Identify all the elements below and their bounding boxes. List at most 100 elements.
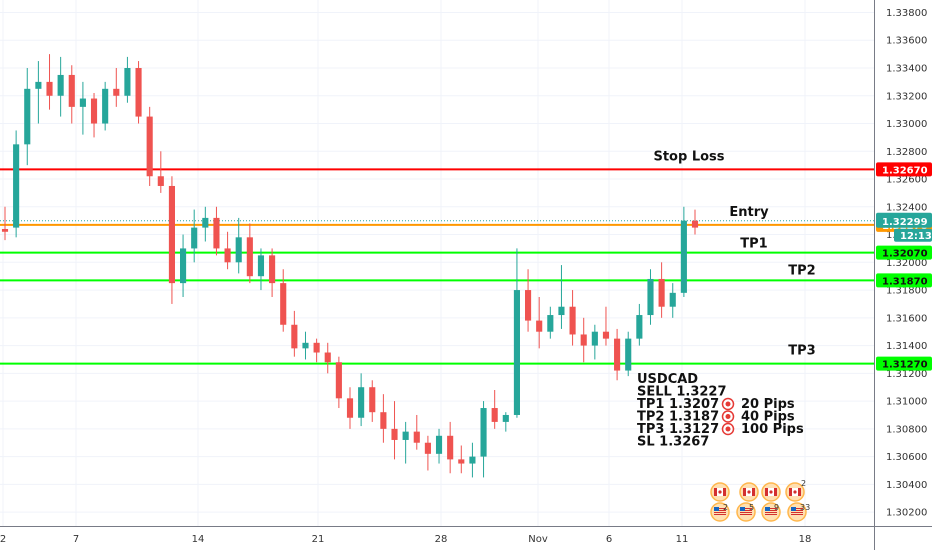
candle[interactable] xyxy=(525,269,532,332)
candle[interactable] xyxy=(358,373,365,427)
price-tag: 1.32070 xyxy=(876,245,932,260)
candle[interactable] xyxy=(246,223,253,284)
candle[interactable] xyxy=(102,81,109,131)
candle[interactable] xyxy=(513,248,520,418)
event-count: 5 xyxy=(749,503,754,512)
canada-flag-icon[interactable] xyxy=(761,482,781,502)
candle-body xyxy=(480,408,487,457)
canada-flag-icon[interactable] xyxy=(710,482,730,502)
y-tick-label: 1.32400 xyxy=(886,202,927,213)
y-tick-label: 1.33000 xyxy=(886,119,927,130)
candle[interactable] xyxy=(168,176,175,304)
candle[interactable] xyxy=(647,269,654,325)
candle-body xyxy=(168,185,175,284)
flag-canton xyxy=(765,507,770,511)
candle[interactable] xyxy=(57,56,64,117)
candle[interactable] xyxy=(480,401,487,478)
candle[interactable] xyxy=(1,206,9,241)
candle[interactable] xyxy=(124,56,131,103)
candle[interactable] xyxy=(658,262,665,318)
us-flag-icon[interactable]: 2 xyxy=(710,502,730,522)
candle[interactable] xyxy=(591,324,598,360)
candle[interactable] xyxy=(35,61,42,124)
us-flag-icon[interactable]: 9 xyxy=(761,502,781,522)
candle[interactable] xyxy=(180,234,187,298)
candle[interactable] xyxy=(213,206,220,256)
candle[interactable] xyxy=(24,68,31,166)
candle[interactable] xyxy=(269,248,276,298)
candle[interactable] xyxy=(458,445,465,474)
us-flag-icon[interactable]: 33 xyxy=(787,502,810,522)
candle[interactable] xyxy=(280,269,287,332)
candle[interactable] xyxy=(669,283,676,318)
candle[interactable] xyxy=(235,217,242,274)
flag-stripe xyxy=(791,508,803,509)
candle[interactable] xyxy=(79,81,86,135)
candle[interactable] xyxy=(324,342,331,374)
candle[interactable] xyxy=(469,442,476,478)
canada-flag-icon[interactable] xyxy=(739,482,759,502)
candle[interactable] xyxy=(547,306,554,339)
canada-flag-icon[interactable]: 2 xyxy=(785,479,806,502)
flag-stripe xyxy=(740,508,752,509)
candle-body xyxy=(146,116,153,177)
us-flag-icon[interactable]: 5 xyxy=(736,502,756,522)
candle[interactable] xyxy=(636,303,643,346)
candle[interactable] xyxy=(491,389,498,429)
flag-band-right xyxy=(752,488,755,496)
candle[interactable] xyxy=(536,297,543,349)
y-tick-label: 1.33600 xyxy=(886,36,927,47)
candle-body xyxy=(413,431,420,443)
candle[interactable] xyxy=(691,209,699,235)
candle[interactable] xyxy=(435,428,443,464)
candlesticks[interactable] xyxy=(1,54,699,478)
candle[interactable] xyxy=(569,290,576,346)
candle[interactable] xyxy=(335,356,342,409)
flag-canton xyxy=(791,507,796,511)
candle[interactable] xyxy=(402,421,409,464)
candle[interactable] xyxy=(424,435,431,471)
candle[interactable] xyxy=(257,248,265,291)
candle-body xyxy=(513,290,520,415)
candle[interactable] xyxy=(202,206,209,242)
candle[interactable] xyxy=(46,54,53,110)
candle[interactable] xyxy=(447,421,454,474)
y-tick-label: 1.30800 xyxy=(886,424,927,435)
candle-body xyxy=(458,459,465,464)
economic-events[interactable]: 2 2 5 9 33 xyxy=(710,479,810,522)
candle[interactable] xyxy=(68,65,75,124)
candle[interactable] xyxy=(191,209,198,263)
candle[interactable] xyxy=(113,68,120,107)
candle[interactable] xyxy=(146,106,153,186)
candle[interactable] xyxy=(558,265,565,329)
target-icon-inner xyxy=(725,401,731,407)
candle-body xyxy=(90,98,98,124)
candle-body xyxy=(79,98,86,107)
candle[interactable] xyxy=(90,92,98,138)
horizontal-levels[interactable] xyxy=(0,168,874,365)
candle[interactable] xyxy=(391,401,398,460)
candle[interactable] xyxy=(224,231,231,270)
candle[interactable] xyxy=(380,394,387,443)
candle[interactable] xyxy=(302,331,309,360)
candle[interactable] xyxy=(625,331,632,377)
candle[interactable] xyxy=(13,130,20,238)
candle[interactable] xyxy=(502,412,509,432)
candle[interactable] xyxy=(680,206,687,298)
candle[interactable] xyxy=(346,387,354,429)
candle[interactable] xyxy=(614,328,621,381)
candle[interactable] xyxy=(157,151,164,193)
candle-body xyxy=(614,338,621,371)
candle[interactable] xyxy=(291,310,298,357)
candle[interactable] xyxy=(135,61,142,124)
candle[interactable] xyxy=(602,306,610,346)
price-tag-label: 1.31270 xyxy=(882,360,928,371)
candle[interactable] xyxy=(580,317,587,363)
candle-body xyxy=(68,74,75,107)
candle[interactable] xyxy=(313,338,320,363)
candle[interactable] xyxy=(369,380,376,422)
price-tag-bg xyxy=(876,356,932,371)
flag-leaf xyxy=(747,490,751,494)
candle[interactable] xyxy=(413,414,420,450)
